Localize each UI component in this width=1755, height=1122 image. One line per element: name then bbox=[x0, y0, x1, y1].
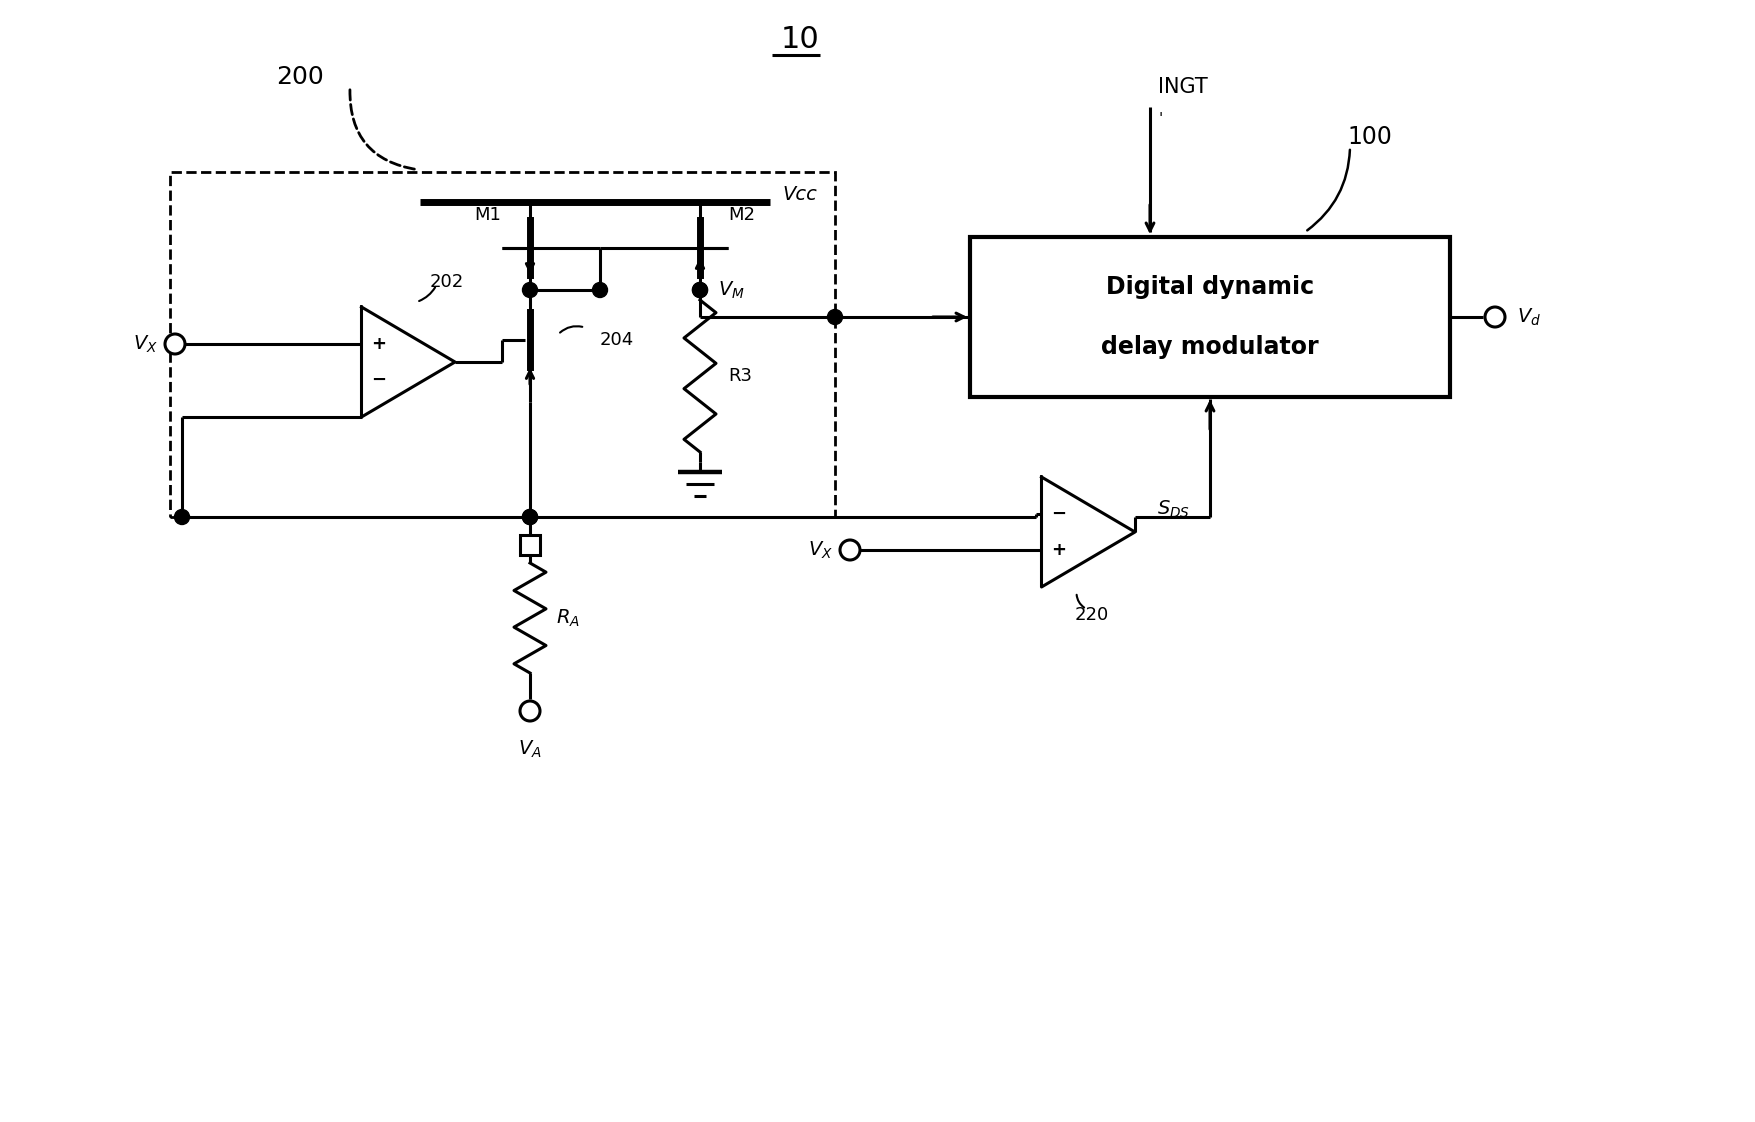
Circle shape bbox=[523, 509, 537, 524]
Circle shape bbox=[691, 283, 707, 297]
Text: Digital dynamic: Digital dynamic bbox=[1106, 275, 1313, 298]
Text: 220: 220 bbox=[1074, 606, 1107, 624]
Circle shape bbox=[519, 701, 541, 721]
Text: $R_A$: $R_A$ bbox=[556, 607, 579, 628]
Circle shape bbox=[174, 509, 190, 524]
Text: 200: 200 bbox=[276, 65, 323, 89]
Text: $V_d$: $V_d$ bbox=[1516, 306, 1541, 328]
Circle shape bbox=[523, 509, 537, 524]
Text: ': ' bbox=[1157, 112, 1162, 127]
Text: Vcc: Vcc bbox=[781, 185, 816, 204]
Circle shape bbox=[691, 283, 707, 297]
Text: +: + bbox=[370, 335, 386, 353]
Text: 204: 204 bbox=[600, 331, 634, 349]
Circle shape bbox=[523, 283, 537, 297]
Text: delay modulator: delay modulator bbox=[1100, 335, 1318, 359]
Text: 202: 202 bbox=[430, 273, 463, 291]
Text: INGT: INGT bbox=[1157, 77, 1207, 96]
Text: $V_M$: $V_M$ bbox=[718, 279, 744, 301]
Circle shape bbox=[165, 334, 184, 355]
Text: 100: 100 bbox=[1346, 125, 1392, 149]
Text: 10: 10 bbox=[781, 26, 820, 55]
Text: M1: M1 bbox=[474, 206, 502, 224]
Text: $V_A$: $V_A$ bbox=[518, 739, 542, 761]
Text: +: + bbox=[1051, 541, 1065, 559]
Bar bbox=[519, 535, 541, 555]
Text: R3: R3 bbox=[728, 367, 751, 385]
Text: −: − bbox=[1049, 505, 1065, 523]
Circle shape bbox=[1485, 307, 1504, 327]
Circle shape bbox=[827, 310, 842, 324]
Circle shape bbox=[839, 540, 860, 560]
Bar bbox=[969, 237, 1450, 397]
Circle shape bbox=[591, 283, 607, 297]
Text: $V_X$: $V_X$ bbox=[807, 540, 832, 561]
Text: −: − bbox=[370, 371, 386, 389]
Text: $S_{DS}$: $S_{DS}$ bbox=[1157, 498, 1190, 519]
Text: M2: M2 bbox=[728, 206, 755, 224]
Text: $V_X$: $V_X$ bbox=[133, 333, 158, 355]
